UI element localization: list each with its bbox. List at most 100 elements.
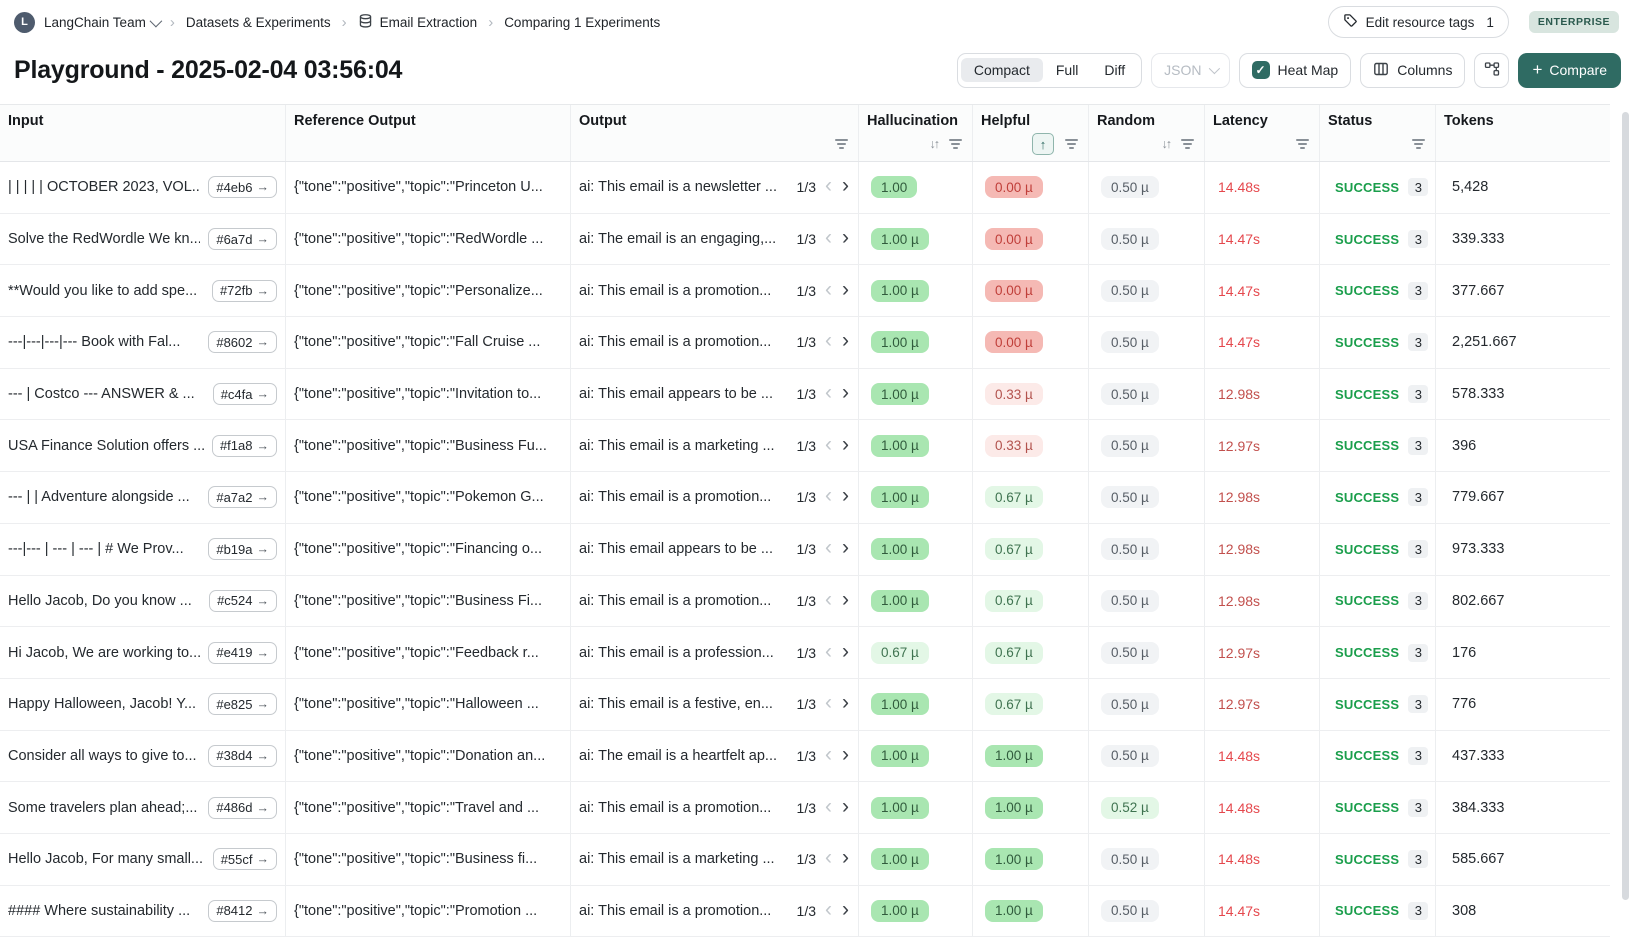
helpful-score-chip[interactable]: 0.33 µ xyxy=(985,434,1043,457)
filter-icon[interactable] xyxy=(947,137,964,151)
example-id-chip[interactable]: #55cf → xyxy=(212,848,277,871)
example-id-chip[interactable]: #6a7d → xyxy=(208,228,277,251)
table-row[interactable]: Solve the RedWordle We kn... #6a7d → {"ton… xyxy=(0,213,1610,266)
filter-icon[interactable] xyxy=(1294,137,1311,151)
random-score-chip[interactable]: 0.50 µ xyxy=(1101,228,1159,251)
pager-next-icon[interactable]: › xyxy=(842,432,849,456)
hallucination-score-chip[interactable]: 1.00 µ xyxy=(871,331,929,354)
pager-next-icon[interactable]: › xyxy=(842,846,849,870)
pager-previous-icon[interactable]: ‹ xyxy=(825,174,832,198)
pager-next-icon[interactable]: › xyxy=(842,639,849,663)
example-id-chip[interactable]: #f1a8 → xyxy=(211,434,277,457)
pager-next-icon[interactable]: › xyxy=(842,484,849,508)
helpful-score-chip[interactable]: 0.00 µ xyxy=(985,279,1043,302)
hallucination-score-chip[interactable]: 1.00 µ xyxy=(871,538,929,561)
helpful-score-chip[interactable]: 0.67 µ xyxy=(985,538,1043,561)
random-score-chip[interactable]: 0.50 µ xyxy=(1101,848,1159,871)
random-score-chip[interactable]: 0.50 µ xyxy=(1101,279,1159,302)
helpful-score-chip[interactable]: 0.00 µ xyxy=(985,331,1043,354)
table-row[interactable]: Hello Jacob, Do you know ... #c524 → {"ton… xyxy=(0,575,1610,628)
random-score-chip[interactable]: 0.50 µ xyxy=(1101,641,1159,664)
table-row[interactable]: USA Finance Solution offers ... #f1a8 → {"… xyxy=(0,420,1610,473)
helpful-score-chip[interactable]: 1.00 µ xyxy=(985,899,1043,922)
sort-icon[interactable]: ↓↑ xyxy=(929,137,940,151)
pager-next-icon[interactable]: › xyxy=(842,277,849,301)
pager-next-icon[interactable]: › xyxy=(842,226,849,250)
random-score-chip[interactable]: 0.50 µ xyxy=(1101,176,1159,199)
helpful-score-chip[interactable]: 1.00 µ xyxy=(985,848,1043,871)
example-id-chip[interactable]: #38d4 → xyxy=(208,744,277,767)
hallucination-score-chip[interactable]: 1.00 µ xyxy=(871,589,929,612)
helpful-score-chip[interactable]: 0.00 µ xyxy=(985,176,1043,199)
pager-previous-icon[interactable]: ‹ xyxy=(825,794,832,818)
table-row[interactable]: ---|--- | --- | --- | # We Prov... #b19a … xyxy=(0,523,1610,576)
format-dropdown[interactable]: JSON xyxy=(1151,52,1230,88)
example-id-chip[interactable]: #8602 → xyxy=(208,331,277,354)
hallucination-score-chip[interactable]: 1.00 µ xyxy=(871,383,929,406)
heat-map-toggle[interactable]: ✓ Heat Map xyxy=(1238,52,1352,88)
pager-previous-icon[interactable]: ‹ xyxy=(825,484,832,508)
sort-icon[interactable]: ↓↑ xyxy=(1161,137,1172,151)
example-id-chip[interactable]: #e419 → xyxy=(208,641,277,664)
pager-next-icon[interactable]: › xyxy=(842,794,849,818)
hallucination-score-chip[interactable]: 1.00 µ xyxy=(871,899,929,922)
table-row[interactable]: ---|---|---|--- Book with Fal... #8602 → {… xyxy=(0,317,1610,369)
hallucination-score-chip[interactable]: 1.00 µ xyxy=(871,744,929,767)
random-score-chip[interactable]: 0.50 µ xyxy=(1101,899,1159,922)
example-id-chip[interactable]: #a7a2 → xyxy=(208,486,277,509)
pager-previous-icon[interactable]: ‹ xyxy=(825,639,832,663)
helpful-score-chip[interactable]: 0.00 µ xyxy=(985,228,1043,251)
example-id-chip[interactable]: #c524 → xyxy=(209,589,277,612)
helpful-score-chip[interactable]: 1.00 µ xyxy=(985,744,1043,767)
pager-next-icon[interactable]: › xyxy=(842,174,849,198)
compare-button[interactable]: + Compare xyxy=(1518,52,1621,88)
table-row[interactable]: Hello Jacob, For many small... #55cf → {"t… xyxy=(0,833,1610,886)
hallucination-score-chip[interactable]: 1.00 µ xyxy=(871,693,929,716)
pager-previous-icon[interactable]: ‹ xyxy=(825,277,832,301)
example-id-chip[interactable]: #e825 → xyxy=(208,693,277,716)
pager-next-icon[interactable]: › xyxy=(842,897,849,921)
random-score-chip[interactable]: 0.50 µ xyxy=(1101,486,1159,509)
view-mode-compact[interactable]: Compact xyxy=(960,58,1043,82)
helpful-score-chip[interactable]: 0.67 µ xyxy=(985,641,1043,664)
filter-icon[interactable] xyxy=(1410,137,1427,151)
breadcrumb-item-datasets[interactable]: Datasets & Experiments xyxy=(185,14,331,30)
helpful-score-chip[interactable]: 1.00 µ xyxy=(985,796,1043,819)
helpful-score-chip[interactable]: 0.33 µ xyxy=(985,383,1043,406)
pager-previous-icon[interactable]: ‹ xyxy=(825,329,832,353)
pager-previous-icon[interactable]: ‹ xyxy=(825,432,832,456)
pager-next-icon[interactable]: › xyxy=(842,587,849,611)
pager-next-icon[interactable]: › xyxy=(842,691,849,715)
filter-icon[interactable] xyxy=(1179,137,1196,151)
pager-next-icon[interactable]: › xyxy=(842,381,849,405)
view-mode-diff[interactable]: Diff xyxy=(1104,62,1126,78)
helpful-score-chip[interactable]: 0.67 µ xyxy=(985,589,1043,612)
example-id-chip[interactable]: #8412 → xyxy=(208,899,277,922)
random-score-chip[interactable]: 0.50 µ xyxy=(1101,331,1159,354)
random-score-chip[interactable]: 0.50 µ xyxy=(1101,744,1159,767)
table-row[interactable]: #### Where sustainability ... #8412 → {"to… xyxy=(0,885,1610,938)
breadcrumb-team[interactable]: LangChain Team xyxy=(44,14,163,30)
view-mode-full[interactable]: Full xyxy=(1055,62,1079,78)
filter-icon[interactable] xyxy=(833,137,850,151)
table-row[interactable]: Consider all ways to give to... #38d4 → {"… xyxy=(0,730,1610,783)
example-id-chip[interactable]: #4eb6 → xyxy=(208,176,277,199)
edit-resource-tags-button[interactable]: Edit resource tags 1 xyxy=(1327,6,1509,38)
random-score-chip[interactable]: 0.50 µ xyxy=(1101,434,1159,457)
org-avatar[interactable]: L xyxy=(14,11,35,33)
example-id-chip[interactable]: #c4fa → xyxy=(212,383,277,406)
random-score-chip[interactable]: 0.52 µ xyxy=(1101,796,1159,819)
heat-map-checkbox[interactable]: ✓ xyxy=(1251,61,1270,79)
hallucination-score-chip[interactable]: 1.00 xyxy=(871,176,918,199)
pager-previous-icon[interactable]: ‹ xyxy=(825,381,832,405)
hallucination-score-chip[interactable]: 1.00 µ xyxy=(871,434,929,457)
pager-previous-icon[interactable]: ‹ xyxy=(825,536,832,560)
sort-ascending-active-icon[interactable]: ↑ xyxy=(1032,133,1054,155)
pager-previous-icon[interactable]: ‹ xyxy=(825,897,832,921)
table-row[interactable]: | | | | | OCTOBER 2023, VOL... #4eb6 → {"t… xyxy=(0,162,1610,214)
helpful-score-chip[interactable]: 0.67 µ xyxy=(985,693,1043,716)
table-row[interactable]: Happy Halloween, Jacob! Y... #e825 → {"ton… xyxy=(0,678,1610,731)
pager-next-icon[interactable]: › xyxy=(842,329,849,353)
random-score-chip[interactable]: 0.50 µ xyxy=(1101,538,1159,561)
trace-tree-button[interactable] xyxy=(1474,52,1510,88)
